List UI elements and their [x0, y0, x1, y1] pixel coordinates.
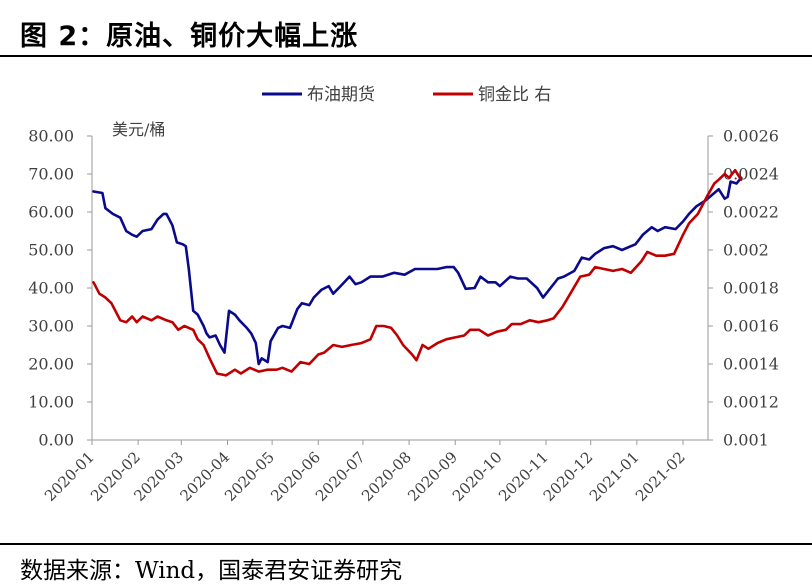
right-axis-tick-label: 0.0026	[723, 127, 779, 146]
series-line-1	[92, 176, 743, 366]
x-axis-tick-label: 2020-10	[449, 448, 506, 505]
x-axis-tick-label: 2020-01	[41, 448, 98, 505]
chart-series	[92, 168, 743, 377]
x-axis-tick-label: 2020-12	[540, 448, 597, 505]
left-axis-tick-label: 0.00	[38, 431, 74, 450]
right-axis-tick-label: 0.001	[723, 431, 769, 450]
series-line-2	[92, 168, 743, 377]
left-axis-tick-label: 10.00	[28, 393, 74, 412]
left-axis-tick-label: 50.00	[28, 241, 74, 260]
right-axis-tick-label: 0.0016	[723, 317, 779, 336]
left-axis-tick-label: 80.00	[28, 127, 74, 146]
chart-axes: 0.0010.0020.0030.0040.0050.0060.0070.008…	[28, 127, 779, 505]
data-source-note: 数据来源：Wind，国泰君安证券研究	[20, 558, 403, 584]
left-axis-tick-label: 40.00	[28, 279, 74, 298]
bottom-rule	[0, 543, 812, 545]
left-axis-tick-label: 30.00	[28, 317, 74, 336]
chart-legend: 布油期货 铜金比 右	[262, 85, 551, 105]
right-axis-tick-label: 0.0018	[723, 279, 779, 298]
left-axis-tick-label: 20.00	[28, 355, 74, 374]
right-axis-tick-label: 0.0024	[723, 165, 779, 184]
x-axis-tick-label: 2020-05	[221, 448, 278, 505]
left-axis-tick-label: 60.00	[28, 203, 74, 222]
legend-label-2: 铜金比 右	[478, 85, 551, 105]
left-axis-unit-label: 美元/桶	[112, 120, 165, 139]
right-axis-tick-label: 0.0022	[723, 203, 779, 222]
x-axis-tick-label: 2020-08	[358, 448, 415, 505]
top-rule	[0, 55, 812, 57]
x-axis-tick-label: 2020-07	[312, 448, 369, 505]
right-axis-tick-label: 0.002	[723, 241, 769, 260]
figure-title: 图 2：原油、铜价大幅上涨	[20, 21, 359, 52]
right-axis-tick-label: 0.0014	[723, 355, 779, 374]
legend-label-1: 布油期货	[307, 85, 375, 105]
line-chart: 布油期货 铜金比 右 美元/桶 0.0010.0020.0030.0040.005…	[28, 85, 779, 505]
left-axis-tick-label: 70.00	[28, 165, 74, 184]
x-axis-tick-label: 2021-02	[632, 448, 689, 505]
right-axis-tick-label: 0.0012	[723, 393, 779, 412]
x-axis-tick-label: 2021-01	[586, 448, 643, 505]
